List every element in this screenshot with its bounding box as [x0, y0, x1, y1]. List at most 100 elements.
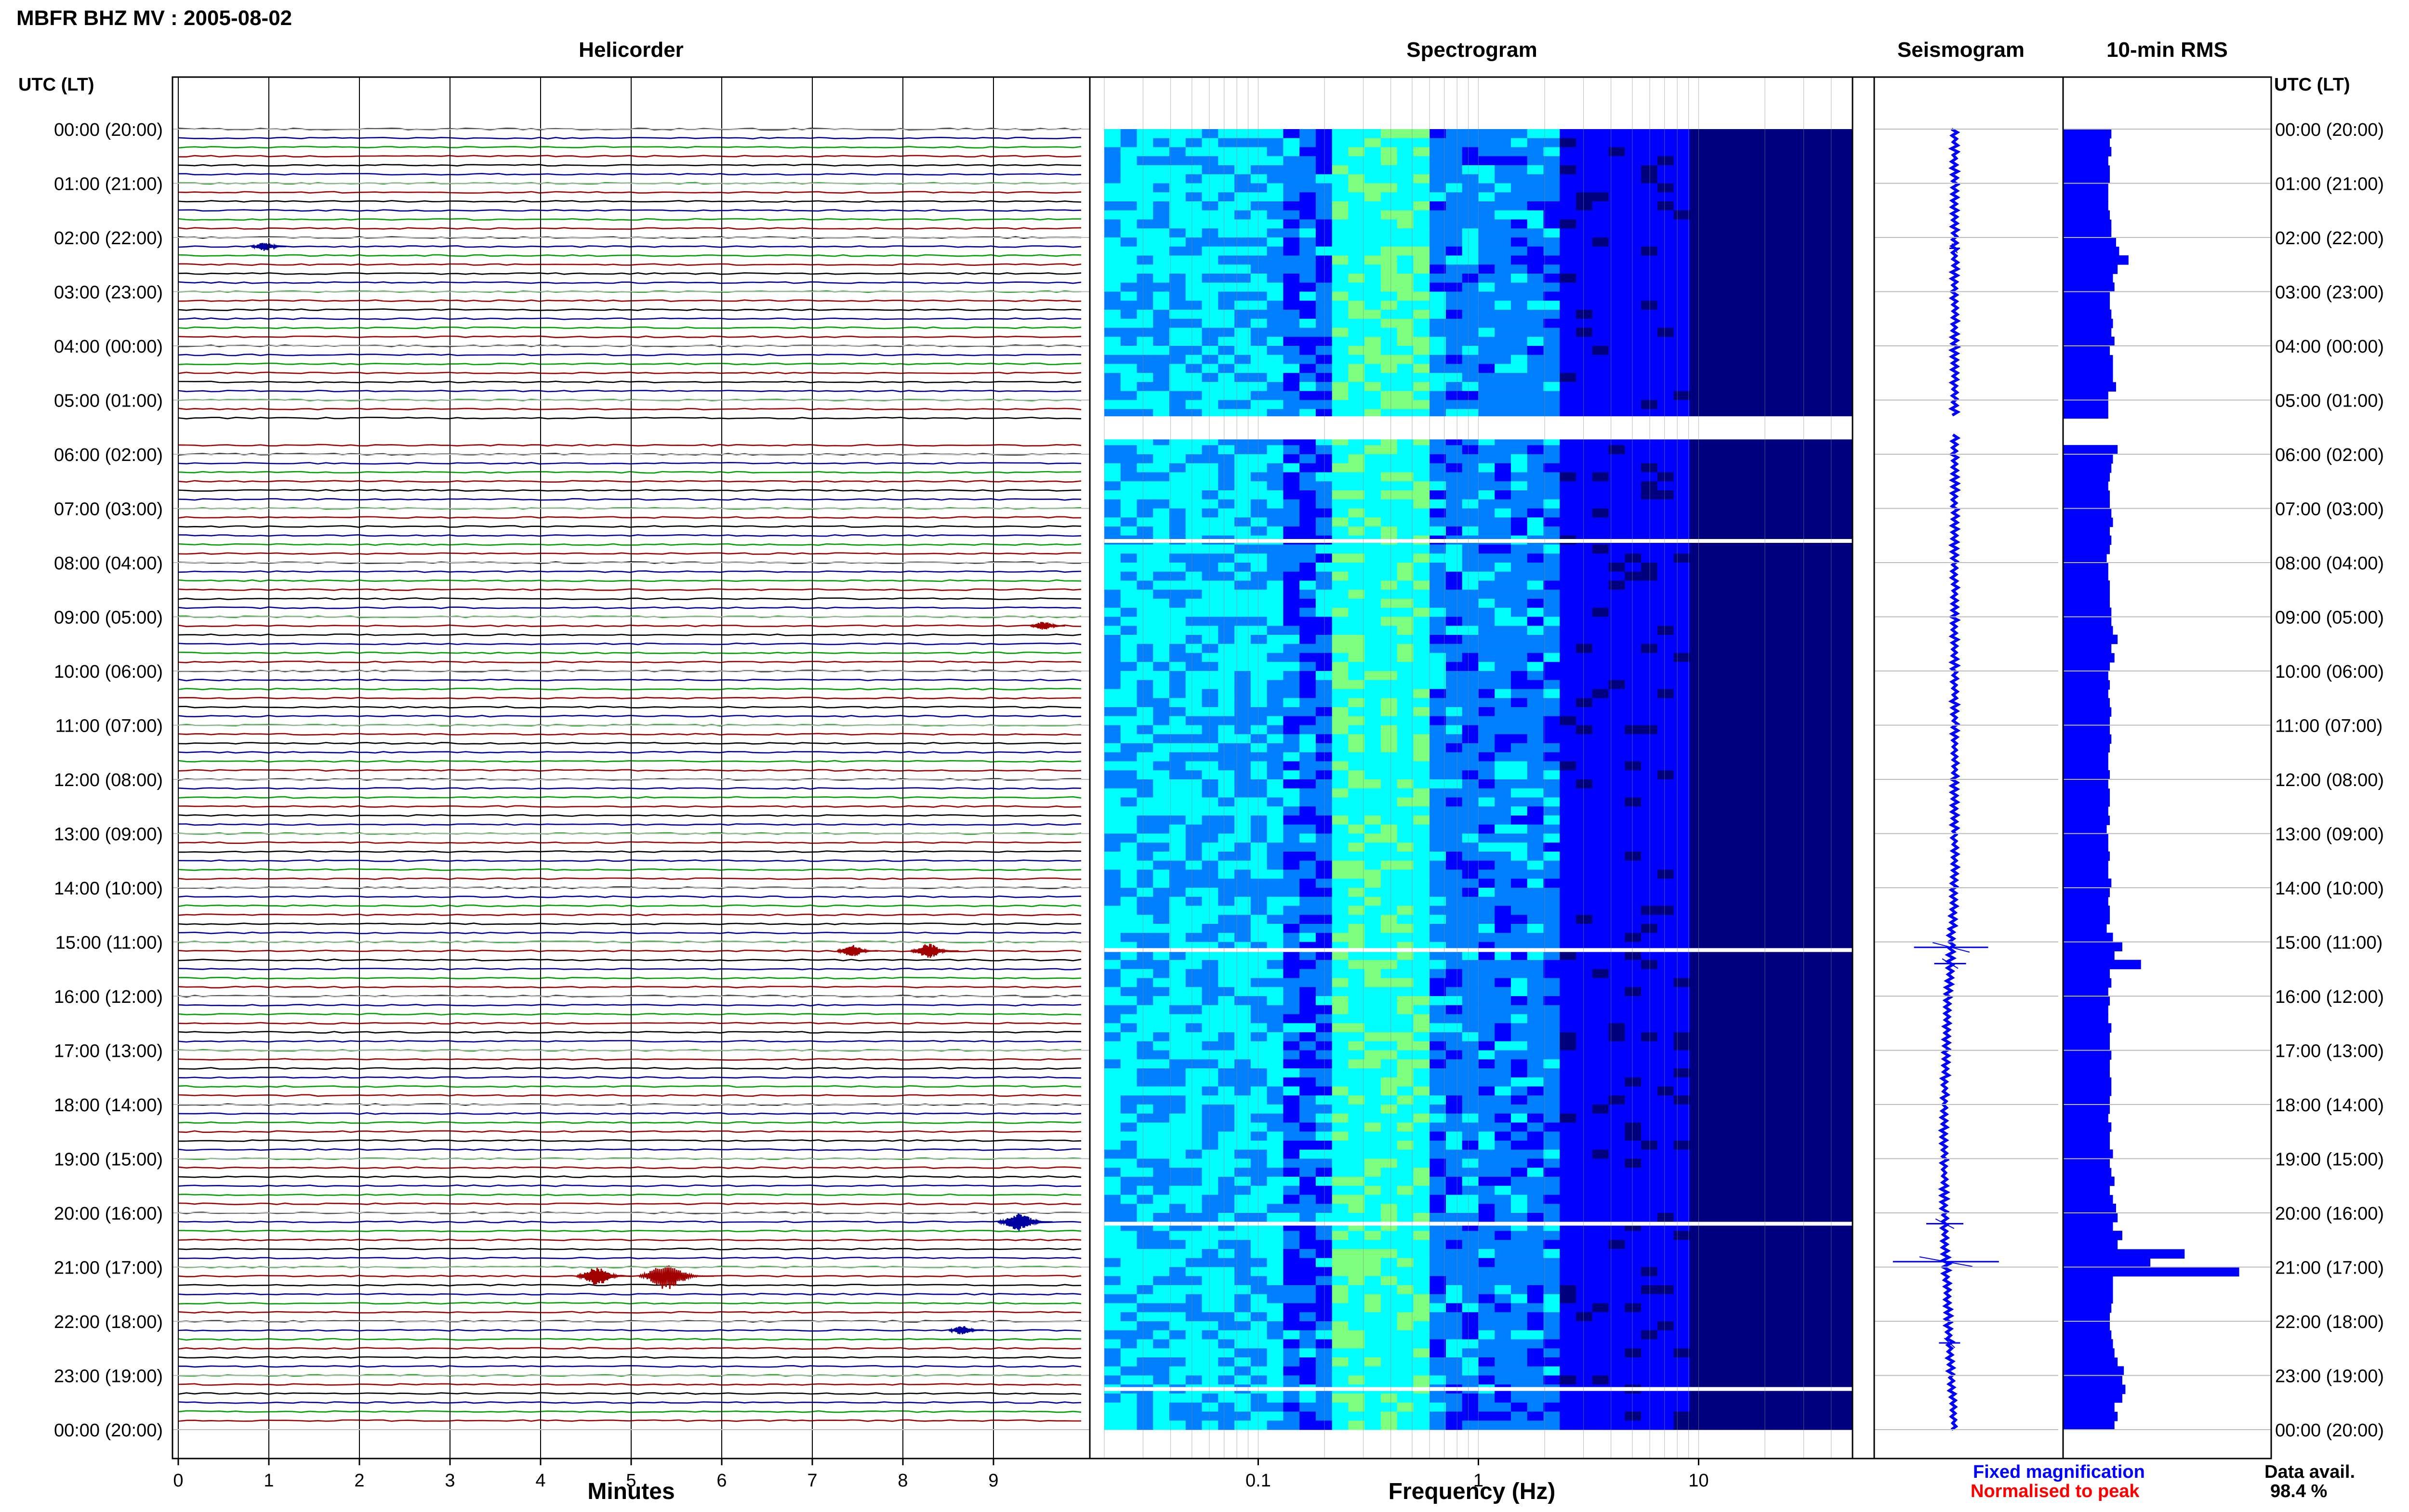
spectrogram-cell [1706, 409, 1723, 419]
spectrogram-cell [1104, 617, 1121, 626]
spectrogram-cell [1202, 337, 1218, 346]
spectrogram-cell [1397, 174, 1414, 184]
spectrogram-cell [1397, 310, 1414, 319]
spectrogram-cell [1234, 725, 1251, 735]
spectrogram-cell [1283, 346, 1300, 355]
spectrogram-cell [1608, 626, 1625, 635]
spectrogram-cell [1234, 906, 1251, 915]
spectrogram-cell [1299, 282, 1316, 292]
spectrogram-cell [1495, 237, 1511, 247]
spectrogram-cell [1641, 860, 1658, 870]
spectrogram-cell [1706, 1059, 1723, 1069]
spectrogram-cell [1803, 246, 1821, 256]
spectrogram-cell [1755, 499, 1772, 509]
spectrogram-cell [1218, 355, 1235, 365]
spectrogram-cell [1348, 852, 1365, 861]
spectrogram-cell [1771, 165, 1788, 175]
spectrogram-cell [1234, 391, 1251, 401]
spectrogram-cell [1706, 869, 1723, 879]
spectrogram-cell [1202, 517, 1218, 527]
spectrogram-cell [1137, 761, 1153, 771]
spectrogram-cell [1641, 219, 1658, 229]
spectrogram-cell [1332, 906, 1349, 915]
spectrogram-cell [1690, 490, 1707, 500]
spectrogram-cell [1495, 689, 1511, 698]
spectrogram-cell [1657, 707, 1674, 717]
spectrogram-cell [1592, 210, 1609, 220]
spectrogram-cell [1120, 644, 1138, 654]
spectrogram-cell [1495, 517, 1511, 527]
spectrogram-cell [1706, 969, 1723, 979]
spectrogram-cell [1104, 255, 1121, 265]
spectrogram-cell [1836, 1086, 1853, 1096]
spectrogram-cell [1185, 174, 1203, 184]
spectrogram-cell [1397, 255, 1414, 265]
spectrogram-cell [1625, 824, 1641, 834]
spectrogram-cell [1576, 617, 1593, 626]
spectrogram-cell [1364, 544, 1381, 554]
spectrogram-cell [1803, 373, 1821, 382]
spectrogram-cell [1608, 743, 1625, 753]
spectrogram-cell [1771, 915, 1788, 924]
spectrogram-cell [1234, 662, 1251, 671]
spectrogram-cell [1592, 788, 1609, 798]
spectrogram-cell [1543, 400, 1560, 409]
spectrogram-cell [1738, 138, 1756, 148]
spectrogram-cell [1234, 156, 1251, 166]
spectrogram-cell [1706, 725, 1723, 735]
spectrogram-cell [1803, 978, 1821, 987]
spectrogram-cell [1478, 599, 1495, 608]
spectrogram-cell [1332, 1050, 1349, 1060]
spectrogram-cell [1120, 599, 1138, 608]
spectrogram-cell [1771, 129, 1788, 139]
spectrogram-cell [1445, 761, 1463, 771]
spectrogram-cell [1348, 951, 1365, 960]
spectrogram-cell [1755, 1023, 1772, 1033]
spectrogram-cell [1185, 969, 1203, 979]
spectrogram-cell [1641, 318, 1658, 329]
spectrogram-cell [1560, 237, 1576, 247]
spectrogram-cell [1803, 210, 1821, 220]
spectrogram-cell [1218, 797, 1235, 807]
spectrogram-cell [1299, 1077, 1316, 1087]
spectrogram-cell [1397, 165, 1414, 175]
spectrogram-cell [1462, 1077, 1479, 1087]
spectrogram-cell [1413, 391, 1430, 401]
spectrogram-cell [1771, 1059, 1788, 1069]
spectrogram-cell [1234, 291, 1251, 301]
spectrogram-cell [1641, 373, 1658, 382]
spectrogram-cell [1478, 274, 1495, 283]
spectrogram-cell [1185, 824, 1203, 834]
spectrogram-cell [1397, 192, 1414, 202]
spectrogram-cell [1478, 788, 1495, 798]
spectrogram-cell [1738, 599, 1756, 608]
spectrogram-cell [1738, 454, 1756, 464]
spectrogram-cell [1348, 1095, 1365, 1105]
spectrogram-cell [1348, 1014, 1365, 1024]
spectrogram-cell [1706, 391, 1723, 401]
spectrogram-cell [1771, 337, 1788, 346]
spectrogram-cell [1430, 246, 1446, 256]
spectrogram-cell [1690, 1059, 1707, 1069]
spectrogram-cell [1738, 698, 1756, 708]
spectrogram-cell [1722, 896, 1739, 907]
spectrogram-cell [1836, 364, 1853, 373]
spectrogram-cell [1315, 924, 1333, 933]
spectrogram-cell [1787, 689, 1804, 698]
spectrogram-cell [1560, 563, 1576, 572]
spectrogram-cell [1511, 517, 1528, 527]
spectrogram-cell [1104, 454, 1121, 464]
spectrogram-cell [1218, 635, 1235, 644]
spectrogram-cell [1283, 716, 1300, 726]
spectrogram-cell [1299, 400, 1316, 409]
spectrogram-cell [1462, 860, 1479, 870]
spectrogram-cell [1836, 707, 1853, 717]
spectrogram-cell [1803, 1023, 1821, 1033]
spectrogram-cell [1218, 147, 1235, 157]
spectrogram-cell [1315, 761, 1333, 771]
spectrogram-cell [1430, 671, 1446, 681]
spectrogram-cell [1299, 869, 1316, 879]
spectrogram-cell [1104, 219, 1121, 229]
spectrogram-cell [1348, 228, 1365, 238]
spectrogram-cell [1787, 147, 1804, 157]
